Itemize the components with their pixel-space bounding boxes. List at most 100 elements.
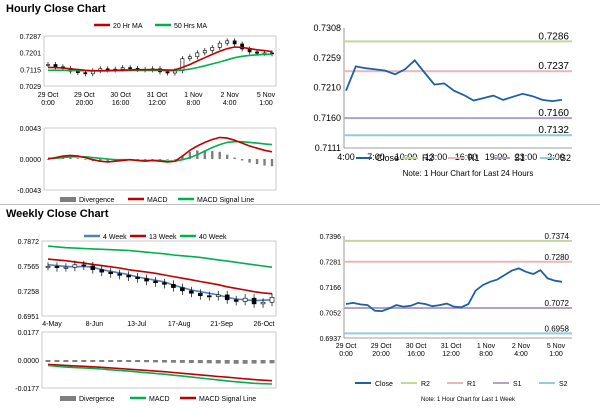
weekly-divergence-bar: [108, 360, 114, 362]
weekly-pivot-x-tick: 29 Oct 20:00: [371, 343, 392, 358]
hourly-candle: [180, 58, 185, 71]
weekly-candle: [117, 273, 122, 276]
weekly-price-x-tick: 4-May: [42, 321, 62, 328]
hourly-pivot-legend-close: Close: [376, 153, 399, 163]
weekly-pivot-r2-level-label: 0.7374: [545, 232, 570, 241]
weekly-divergence-bar: [161, 360, 167, 363]
weekly-divergence-bar: [72, 360, 78, 362]
hourly-price-frame: [43, 35, 277, 87]
weekly-pivot-r1-level-label: 0.7280: [545, 253, 570, 262]
weekly-pivot-s1-level-label: 0.7072: [545, 299, 570, 308]
hourly-price-y-tick: 0.7287: [20, 34, 42, 41]
hourly-price-y-tick: 0.7029: [20, 84, 42, 91]
weekly-candle: [162, 282, 167, 285]
hourly-pivot-y-tick: 0.7111: [315, 143, 341, 153]
weekly-pivot-y-tick: 0.7166: [320, 285, 342, 292]
hourly-legend-50hr-label: 50 Hrs MA: [174, 23, 207, 30]
hourly-divergence-bar: [233, 157, 236, 159]
hourly-legend-macd-label: MACD: [147, 197, 168, 204]
weekly-legend-4week-label: 4 Week: [103, 234, 127, 241]
hourly-pivot-x-tick: 23:00: [515, 152, 538, 162]
weekly-4week-line: [47, 264, 273, 302]
weekly-legend-divergence-label: Divergence: [79, 396, 115, 403]
weekly-pivot-x-tick: 31 Oct 12:00: [441, 343, 462, 358]
weekly-price-y-tick: 0.7872: [18, 239, 40, 246]
hourly-divergence-bar: [211, 151, 214, 159]
weekly-candle: [54, 266, 60, 268]
hourly-macd-frame: [43, 127, 277, 191]
weekly-legend-macd-label: MACD: [149, 396, 170, 403]
weekly-divergence-bar: [126, 360, 132, 362]
weekly-candle: [233, 299, 239, 302]
hourly-divergence-bar: [226, 154, 229, 159]
weekly-macd-y-tick: 0.0000: [18, 358, 40, 365]
weekly-macd-y-tick: -0.0177: [15, 386, 39, 393]
weekly-price-y-tick: 0.7258: [18, 289, 40, 296]
weekly-pivot-legend-s2: S2: [559, 381, 568, 388]
weekly-price-x-tick: 8-Jun: [86, 321, 104, 328]
weekly-candle: [153, 280, 158, 283]
weekly-candle: [215, 294, 221, 297]
hourly-20hr-ma-line: [47, 46, 273, 72]
hourly-pivot-x-tick: 13:00: [425, 152, 448, 162]
weekly-pivot-x-tick: 5 Nov 1:00: [547, 343, 566, 358]
weekly-divergence-bar: [81, 360, 87, 362]
hourly-candle: [120, 67, 125, 70]
hourly-candle: [195, 52, 200, 58]
weekly-pivot-close-line: [345, 267, 563, 313]
hourly-price-x-tick: 29 Oct 0:00: [38, 92, 59, 107]
hourly-price-y-tick: 0.7201: [20, 51, 42, 58]
hourly-candle: [217, 42, 222, 48]
weekly-candle: [242, 297, 248, 302]
hourly-legend-20hr-label: 20 Hr MA: [113, 23, 143, 30]
weekly-divergence-bar: [242, 360, 248, 364]
hourly-pivot-x-tick: 4:00: [337, 152, 355, 162]
weekly-price-x-tick: 13-Jul: [127, 321, 147, 328]
hourly-price-x-tick: 30 Oct 16:00: [110, 92, 131, 107]
hourly-divergence-bar: [218, 151, 221, 159]
weekly-pivot-legend-close: Close: [375, 381, 393, 388]
weekly-pivot-y-tick: 0.7052: [320, 310, 342, 317]
weekly-divergence-bar: [117, 360, 123, 362]
weekly-pivot-legend-s1: S1: [513, 381, 522, 388]
weekly-divergence-bar: [90, 360, 96, 362]
hourly-candle: [255, 51, 259, 54]
weekly-divergence-bar: [206, 360, 212, 364]
hourly-candle: [232, 40, 237, 45]
hourly-pivot-y-tick: 0.7259: [313, 53, 341, 63]
weekly-price-x-tick: 17-Aug: [168, 321, 191, 328]
hourly-divergence-bar: [136, 159, 139, 160]
weekly-candle: [224, 294, 230, 301]
weekly-pivot-x-tick: 30 Oct 16:00: [406, 343, 427, 358]
weekly-price-y-tick: 0.6951: [18, 314, 40, 321]
weekly-divergence-bar: [197, 360, 203, 364]
weekly-candle: [108, 271, 114, 275]
weekly-price-y-tick: 0.7565: [18, 264, 40, 271]
hourly-divergence-bar: [166, 159, 169, 160]
weekly-candle: [90, 265, 96, 270]
hourly-candle: [202, 50, 207, 54]
weekly-candle: [63, 266, 69, 269]
hourly-candle: [46, 64, 50, 66]
hourly-macd-y-tick: 0.0000: [20, 157, 42, 164]
hourly-price-y-tick: 0.7115: [20, 67, 41, 74]
weekly-divergence-bar: [54, 360, 60, 362]
weekly-macd-y-tick: 0.0177: [18, 330, 40, 337]
hourly-pivot-note: Note: 1 Hour Chart for Last 24 Hours: [403, 169, 534, 178]
hourly-macd-signal-line: [48, 140, 273, 162]
hourly-pivot-s2-level-label: 0.7132: [538, 125, 569, 136]
hourly-divergence-bar: [69, 157, 72, 159]
hourly-pivot-x-tick: 16:00: [455, 152, 478, 162]
hourly-candle: [53, 64, 58, 68]
weekly-divergence-bar: [170, 360, 176, 363]
weekly-divergence-bar: [188, 360, 194, 364]
hourly-pivot-x-tick: 7:00: [367, 152, 385, 162]
weekly-13week-line: [47, 258, 273, 295]
hourly-divergence-bar: [76, 158, 80, 159]
hourly-pivot-y-tick: 0.7160: [313, 113, 341, 123]
weekly-candle: [206, 295, 212, 298]
hourly-candle: [165, 71, 170, 74]
hourly-pivot-y-tick: 0.7210: [313, 83, 341, 93]
weekly-divergence-bar: [144, 360, 150, 363]
hourly-pivot-legend-s2: S2: [560, 153, 571, 163]
